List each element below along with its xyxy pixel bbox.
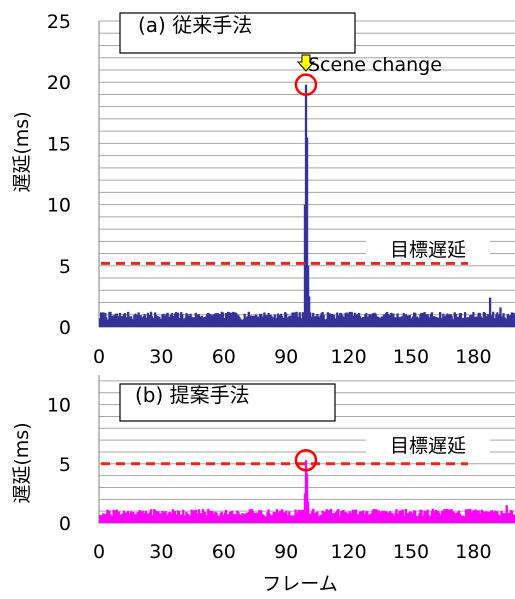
- x-tick-label: 90: [274, 346, 298, 368]
- x-tick-label: 120: [330, 541, 366, 563]
- x-tick-label: 60: [212, 541, 236, 563]
- x-axis-title: フレーム: [262, 573, 337, 595]
- y-tick-label: 10: [47, 195, 71, 217]
- y-tick-label: 5: [59, 454, 71, 476]
- x-tick-label: 90: [274, 541, 298, 563]
- y-tick-label: 20: [47, 72, 71, 94]
- x-tick-label: 150: [393, 346, 429, 368]
- x-tick-label: 0: [93, 541, 105, 563]
- x-tick-label: 150: [393, 541, 429, 563]
- x-tick-label: 180: [455, 346, 491, 368]
- y-tick-label: 15: [47, 133, 71, 155]
- y-tick-label: 0: [59, 317, 71, 339]
- panel-title: (b) 提案手法: [135, 383, 250, 407]
- y-axis-title: 遅延(ms): [11, 111, 33, 192]
- panel-title: (a) 従来手法: [138, 13, 252, 37]
- y-tick-label: 25: [47, 11, 71, 33]
- x-tick-label: 180: [455, 541, 491, 563]
- panel-b: 0 5 10 0 30 60 90 120 150 180 遅延(ms) 目標遅延 (b) 提案手法フレ…: [11, 375, 515, 595]
- target-label: 目標遅延: [390, 239, 466, 261]
- y-tick-label: 5: [59, 256, 71, 278]
- x-tick-label: 30: [149, 346, 173, 368]
- scene-change-label: Scene change: [308, 54, 442, 76]
- y-axis-title: 遅延(ms): [11, 422, 33, 503]
- x-tick-label: 30: [149, 541, 173, 563]
- x-tick-label: 60: [212, 346, 236, 368]
- y-tick-label: 0: [59, 513, 71, 535]
- x-tick-label: 0: [93, 346, 105, 368]
- panel-a: 0 5 10 15 20 25 0 30 60 90 120 150 180 遅延(ms) 目標遅延 Scen…: [11, 11, 515, 368]
- y-tick-label: 10: [47, 395, 71, 417]
- x-tick-label: 120: [330, 346, 366, 368]
- target-label: 目標遅延: [390, 435, 466, 457]
